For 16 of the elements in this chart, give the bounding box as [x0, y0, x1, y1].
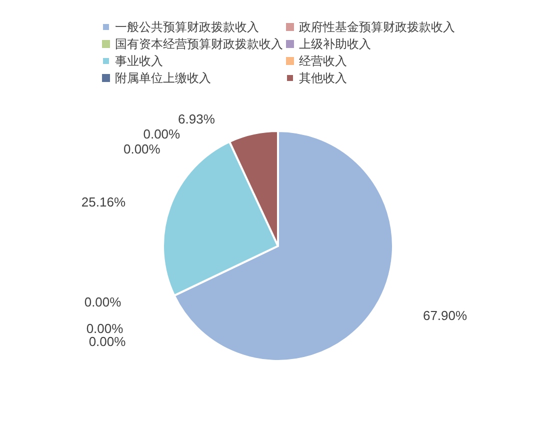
legend-label: 其他收入	[299, 71, 347, 85]
legend-label: 经营收入	[299, 54, 347, 68]
data-label: 6.93%	[178, 112, 216, 127]
text: 0.00%	[143, 126, 180, 142]
legend-label: 事业收入	[115, 54, 163, 68]
legend-label: 上级补助收入	[299, 37, 371, 51]
legend-label: 一般公共预算财政拨款收入	[115, 20, 259, 34]
data-label: 67.90%	[422, 308, 468, 323]
legend-label: 国有资本经营预算财政拨款收入	[115, 37, 283, 51]
text: 0.00%	[123, 142, 160, 157]
text: 0.00%	[86, 320, 124, 336]
text: 0.00%	[84, 294, 122, 310]
legend-label: 政府性基金预算财政拨款收入	[299, 20, 455, 34]
text: 0.00%	[88, 334, 126, 349]
legend-label: 附属单位上缴收入	[115, 71, 211, 85]
data-label: 25.16%	[81, 194, 126, 210]
